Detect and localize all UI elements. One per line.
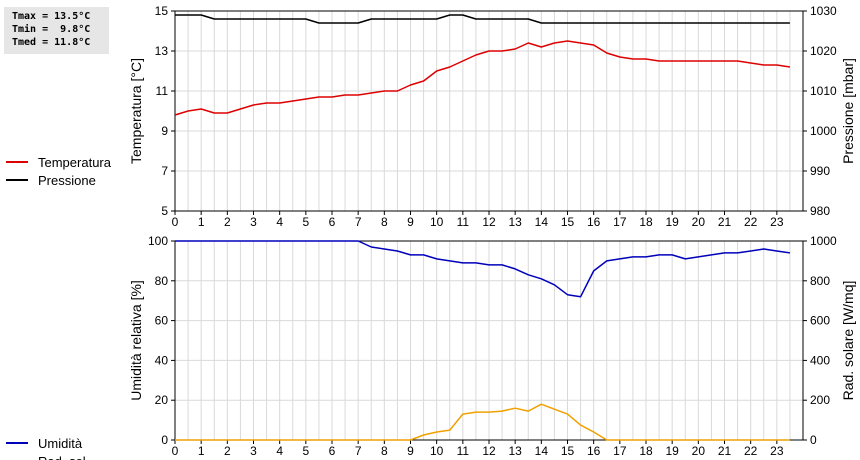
x-tick-label: 18 — [639, 215, 653, 229]
x-tick-label: 8 — [381, 444, 388, 458]
x-tick-label: 12 — [482, 444, 496, 458]
x-tick-label: 7 — [355, 215, 362, 229]
y-tick-left-label: 13 — [155, 44, 169, 58]
y-tick-left-label: 5 — [161, 204, 168, 218]
x-tick-label: 19 — [665, 444, 679, 458]
x-tick-label: 13 — [508, 215, 522, 229]
x-tick-label: 16 — [587, 444, 601, 458]
legend-label: Rad. sol. — [38, 454, 89, 460]
series-line-rad-sol- — [175, 403, 790, 441]
x-tick-label: 12 — [482, 215, 496, 229]
x-tick-label: 20 — [692, 215, 706, 229]
x-tick-label: 3 — [250, 444, 257, 458]
y-tick-right-label: 1030 — [810, 4, 837, 18]
y-tick-right-label: 600 — [810, 314, 830, 328]
y-tick-right-label: 990 — [810, 164, 830, 178]
x-tick-label: 6 — [329, 444, 336, 458]
x-tick-label: 11 — [457, 215, 470, 229]
x-tick-label: 20 — [692, 444, 706, 458]
x-tick-label: 22 — [744, 215, 758, 229]
x-tick-label: 22 — [744, 444, 758, 458]
x-tick-label: 4 — [276, 444, 283, 458]
x-tick-label: 18 — [639, 444, 653, 458]
legend-label: Umidità — [38, 436, 83, 451]
x-tick-label: 21 — [718, 215, 732, 229]
y-tick-left-label: 40 — [155, 353, 169, 367]
y-axis-label-left: Umidità relativa [%] — [128, 280, 144, 401]
x-tick-label: 2 — [224, 215, 231, 229]
x-tick-label: 4 — [276, 215, 283, 229]
y-axis-label-left: Temperatura [°C] — [128, 58, 144, 164]
y-tick-right-label: 980 — [810, 204, 830, 218]
x-tick-label: 2 — [224, 444, 231, 458]
x-tick-label: 5 — [302, 444, 309, 458]
y-tick-right-label: 1000 — [810, 234, 837, 248]
x-tick-label: 10 — [430, 215, 444, 229]
x-tick-label: 17 — [613, 215, 627, 229]
x-tick-label: 23 — [770, 215, 784, 229]
x-tick-label: 8 — [381, 215, 388, 229]
y-tick-left-label: 60 — [155, 314, 169, 328]
legend-label: Pressione — [38, 173, 96, 188]
y-tick-left-label: 20 — [155, 393, 169, 407]
y-tick-left-label: 80 — [155, 274, 169, 288]
legend-label: Temperatura — [38, 155, 112, 170]
series-line-pressione — [175, 14, 790, 24]
y-tick-left-label: 0 — [161, 433, 168, 447]
x-tick-label: 13 — [508, 444, 522, 458]
x-tick-label: 16 — [587, 215, 601, 229]
y-tick-right-label: 1000 — [810, 124, 837, 138]
series-line-temperatura — [174, 40, 791, 116]
y-tick-right-label: 1020 — [810, 44, 837, 58]
x-tick-label: 6 — [329, 215, 336, 229]
y-tick-left-label: 7 — [161, 164, 168, 178]
x-tick-label: 15 — [561, 444, 575, 458]
stat-tmax: Tmax = 13.5°C — [12, 11, 91, 22]
series-line-umidit- — [175, 240, 791, 298]
x-tick-label: 15 — [561, 215, 575, 229]
x-tick-label: 11 — [457, 444, 470, 458]
y-tick-left-label: 9 — [161, 124, 168, 138]
y-tick-right-label: 0 — [810, 433, 817, 447]
y-tick-right-label: 800 — [810, 274, 830, 288]
x-tick-label: 7 — [355, 444, 362, 458]
x-tick-label: 14 — [535, 444, 549, 458]
y-tick-right-label: 200 — [810, 393, 830, 407]
y-axis-label-right: Pressione [mbar] — [840, 58, 856, 164]
x-tick-label: 14 — [535, 215, 549, 229]
y-tick-right-label: 400 — [810, 353, 830, 367]
y-axis-label-right: Rad. solare [W/mq] — [840, 281, 856, 401]
y-tick-left-label: 11 — [156, 84, 169, 98]
x-tick-label: 1 — [198, 444, 205, 458]
stat-tmed: Tmed = 11.8°C — [12, 37, 91, 48]
stat-tmin: Tmin = 9.8°C — [12, 24, 91, 35]
x-tick-label: 17 — [613, 444, 627, 458]
y-tick-left-label: 15 — [155, 4, 169, 18]
y-tick-right-label: 1010 — [810, 84, 837, 98]
x-tick-label: 0 — [172, 215, 179, 229]
x-tick-label: 9 — [407, 444, 414, 458]
x-tick-label: 21 — [718, 444, 732, 458]
x-tick-label: 23 — [770, 444, 784, 458]
y-tick-left-label: 100 — [148, 234, 168, 248]
x-tick-label: 3 — [250, 215, 257, 229]
x-tick-label: 1 — [198, 215, 205, 229]
x-tick-label: 5 — [302, 215, 309, 229]
x-tick-label: 10 — [430, 444, 444, 458]
x-tick-label: 0 — [172, 444, 179, 458]
x-tick-label: 9 — [407, 215, 414, 229]
x-tick-label: 19 — [665, 215, 679, 229]
stats-box: Tmax = 13.5°C Tmin = 9.8°C Tmed = 11.8°C — [4, 7, 109, 54]
